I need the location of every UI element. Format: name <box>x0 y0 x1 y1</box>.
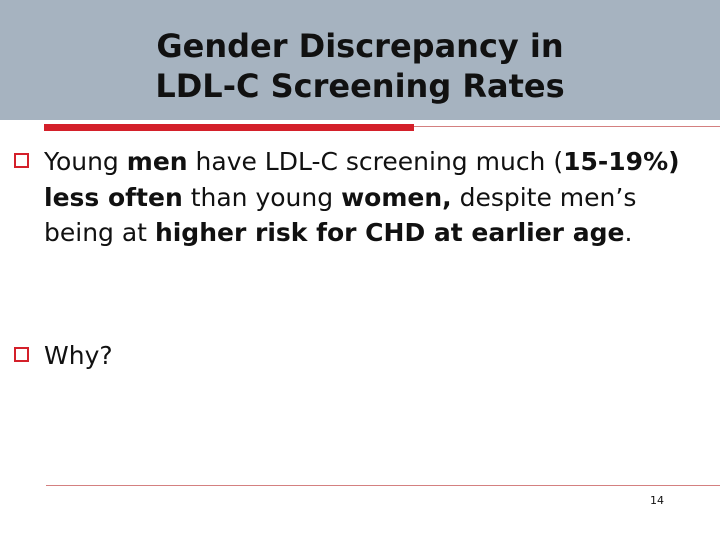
bullet-segment: despite men’s being at <box>44 182 637 248</box>
square-bullet-icon <box>14 347 29 362</box>
square-bullet-icon <box>14 153 29 168</box>
title-band <box>0 0 720 120</box>
bullet-segment: Young <box>44 147 127 176</box>
slide-title: Gender Discrepancy in LDL-C Screening Ra… <box>0 26 720 106</box>
footer-divider-line <box>46 485 720 486</box>
bullet-segment: . <box>624 218 633 247</box>
bullet-text: Young men have LDL-C screening much (15-… <box>14 144 714 251</box>
bullet-segment-bold: higher risk for CHD at earlier age <box>154 218 625 247</box>
title-accent-bar <box>44 124 414 131</box>
page-number: 14 <box>650 494 664 507</box>
bullet-segment-bold: women, <box>341 182 452 212</box>
slide-title-line-2: LDL-C Screening Rates <box>155 67 565 105</box>
bullet-segment-bold: men <box>126 147 188 176</box>
bullet-item-2: Why? <box>14 338 714 374</box>
slide-title-line-1: Gender Discrepancy in <box>156 27 564 65</box>
bullet-text: Why? <box>14 338 714 374</box>
title-divider-line <box>414 126 720 127</box>
bullet-segment: Why? <box>44 341 113 370</box>
bullet-segment: than young <box>182 182 342 212</box>
bullet-segment: have LDL-C screening much ( <box>187 147 564 176</box>
bullet-segment-bold: 15-19%) less often <box>44 147 680 212</box>
bullet-item-1: Young men have LDL-C screening much (15-… <box>14 144 714 251</box>
